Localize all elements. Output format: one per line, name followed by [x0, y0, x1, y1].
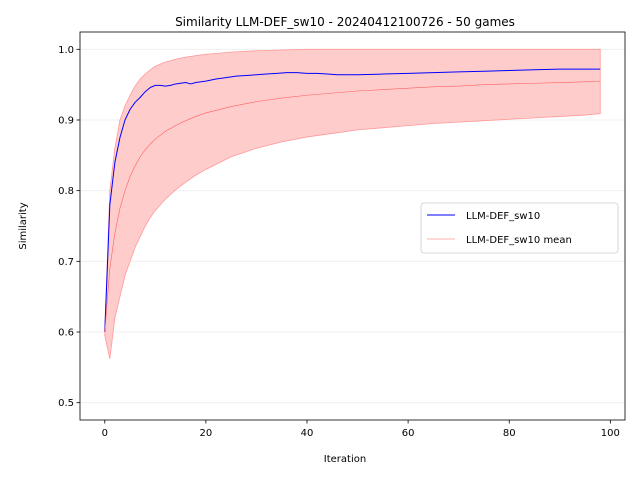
y-axis-label: Similarity — [18, 202, 29, 249]
x-axis-label: Iteration — [324, 454, 366, 465]
series-line-llm-def-sw10-mean — [104, 80, 601, 333]
x-tick-label: 60 — [402, 428, 415, 439]
series-layer — [104, 68, 601, 333]
y-tick-label: 0.8 — [58, 186, 74, 197]
x-tick-label: 40 — [301, 428, 314, 439]
series-line-llm-def-sw10 — [104, 68, 601, 333]
y-tick-label: 1.0 — [58, 45, 74, 56]
y-tick-label: 0.6 — [58, 328, 74, 339]
legend-frame — [420, 202, 619, 254]
y-tick-label: 0.9 — [58, 115, 74, 126]
legend: LLM-DEF_sw10 LLM-DEF_sw10 mean — [420, 202, 619, 254]
ticks-layer: 0 20 40 60 80 100 0.5 0.6 0.7 0.8 0.9 1.0 — [58, 45, 620, 439]
legend-label-mean: LLM-DEF_sw10 mean — [466, 235, 572, 246]
confidence-band — [104, 48, 601, 359]
plot-frame — [79, 31, 626, 421]
x-tick-label: 80 — [503, 428, 516, 439]
chart-title: Similarity LLM-DEF_sw10 - 20240412100726… — [175, 15, 515, 29]
confidence-band-layer — [104, 48, 601, 359]
x-tick-label: 100 — [601, 428, 620, 439]
x-tick-label: 20 — [200, 428, 213, 439]
y-tick-label: 0.7 — [58, 257, 74, 268]
x-tick-label: 0 — [102, 428, 108, 439]
legend-label-series: LLM-DEF_sw10 — [466, 211, 540, 222]
y-tick-label: 0.5 — [58, 398, 74, 409]
